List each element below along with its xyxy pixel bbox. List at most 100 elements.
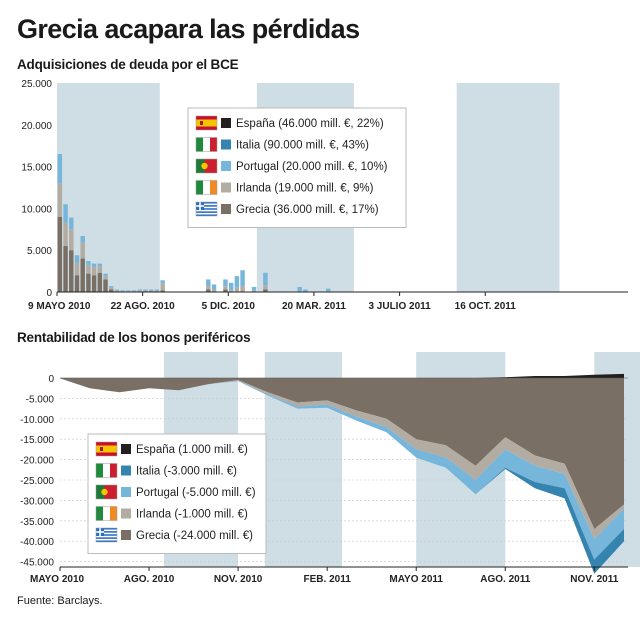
- x-tick-label: MAYO 2010: [30, 574, 85, 585]
- bar-irlanda: [206, 286, 211, 290]
- bar-irlanda: [228, 290, 234, 292]
- bar-portugal: [69, 217, 74, 230]
- y-tick-label: -30.000: [20, 496, 54, 507]
- bar-portugal: [228, 282, 234, 291]
- bar-portugal: [143, 289, 148, 291]
- y-tick-label: 5.000: [27, 246, 52, 257]
- bar-portugal: [80, 235, 85, 243]
- bar-grecia: [86, 273, 91, 292]
- flag-irlanda-icon: [195, 180, 218, 195]
- bar-irlanda: [80, 242, 85, 259]
- legend-swatch-grecia: [221, 204, 231, 214]
- legend-swatch-irlanda: [221, 182, 231, 193]
- bar-portugal: [74, 255, 80, 263]
- flag-irlanda-icon: [95, 506, 118, 521]
- legend-label-irlanda: Irlanda (19.000 mill. €, 9%): [236, 183, 374, 195]
- bar-irlanda: [137, 290, 143, 292]
- bar-portugal: [91, 263, 97, 267]
- x-tick-label: 22 AGO. 2010: [111, 301, 176, 312]
- bar-grecia: [109, 289, 114, 292]
- x-tick-label: 9 MAYO 2010: [28, 301, 91, 312]
- bar-grecia: [63, 246, 68, 292]
- y-axis-ticks: 25.000 20.000 15.000 10.000 5.000 0: [21, 79, 52, 299]
- bar-portugal: [120, 290, 125, 292]
- bar-portugal: [297, 286, 302, 292]
- bar-grecia: [57, 216, 63, 292]
- y-tick-label: -20.000: [20, 456, 54, 467]
- flag-grecia-icon: [95, 527, 118, 543]
- y-tick-label: 10.000: [21, 204, 52, 215]
- bar-portugal: [86, 261, 91, 266]
- bar-grecia: [103, 279, 108, 292]
- legend-swatch-portugal: [221, 161, 231, 171]
- source-note: Fuente: Barclays.: [17, 595, 103, 607]
- bar-portugal: [326, 288, 331, 292]
- bar-portugal: [103, 273, 108, 277]
- flag-portugal-icon: [195, 158, 218, 174]
- area-portugal: [60, 378, 624, 560]
- chart2-legend: España (1.000 mill. €) Italia (-3.000 mil…: [87, 433, 267, 554]
- y-tick-label: -40.000: [20, 537, 54, 548]
- bar-portugal: [131, 290, 137, 292]
- x-tick-label: NOV. 2011: [570, 574, 618, 585]
- bar-grecia: [160, 290, 165, 292]
- y-tick-label: -25.000: [20, 476, 54, 487]
- legend-swatch-italia: [121, 465, 131, 476]
- band-3: [456, 83, 560, 292]
- flag-portugal-icon: [95, 484, 118, 500]
- y-tick-label: 20.000: [21, 121, 52, 132]
- y-tick-label: 0: [46, 288, 52, 299]
- bar-irlanda: [160, 283, 165, 291]
- area-grecia: [60, 378, 624, 529]
- bar-portugal: [234, 276, 240, 288]
- bar-irlanda: [97, 266, 103, 273]
- x-axis-ticks: MAYO 2010 AGO. 2010 NOV. 2010 FEB. 2011 MAYO…: [30, 567, 619, 585]
- bar-irlanda: [63, 222, 68, 247]
- legend-label-espana: España (46.000 mill. €, 22%): [236, 118, 384, 130]
- bar-portugal: [154, 289, 160, 291]
- y-tick-label: 0: [48, 374, 54, 385]
- bar-irlanda: [234, 287, 240, 292]
- x-tick-label: AGO. 2011: [480, 574, 530, 585]
- bar-irlanda: [109, 287, 114, 290]
- bar-portugal: [206, 279, 211, 287]
- x-tick-label: MAYO 2011: [389, 574, 443, 585]
- x-tick-label: NOV. 2010: [214, 574, 263, 585]
- chart2-title: Rentabilidad de los bonos periféricos: [17, 330, 251, 345]
- x-tick-label: AGO. 2010: [124, 574, 175, 585]
- bar-portugal: [223, 279, 228, 287]
- page-title: Grecia acapara las pérdidas: [17, 14, 360, 44]
- bar-portugal: [137, 289, 143, 291]
- bar-irlanda: [251, 290, 257, 292]
- bar-irlanda: [91, 266, 97, 276]
- x-tick-label: 20 MAR. 2011: [282, 301, 346, 312]
- x-axis-ticks: 9 MAYO 2010 22 AGO. 2010 5 DIC. 2010 20 MAR…: [28, 292, 516, 312]
- bar-portugal: [114, 289, 120, 291]
- bar-portugal: [211, 284, 217, 290]
- bar-irlanda: [74, 262, 80, 276]
- bar-portugal: [303, 289, 308, 292]
- bar-grecia: [69, 250, 74, 292]
- bar-irlanda: [154, 290, 160, 292]
- bar-irlanda: [211, 289, 217, 292]
- legend-swatch-italia: [221, 139, 231, 150]
- bar-grecia: [80, 258, 85, 292]
- bar-irlanda: [69, 229, 74, 251]
- legend-swatch-irlanda: [121, 508, 131, 519]
- y-tick-label: -10.000: [20, 415, 54, 426]
- x-tick-label: 5 DIC. 2010: [202, 301, 256, 312]
- bar-grecia: [223, 289, 228, 292]
- yield-area-chart: 0 -5.000 -10.000 -15.000 -20.000 -25.000 -30.0…: [20, 352, 640, 585]
- y-tick-label: -15.000: [20, 435, 54, 446]
- x-tick-label: FEB. 2011: [304, 574, 352, 585]
- flag-espana-icon: [195, 115, 218, 131]
- legend-label-portugal-2: Portugal (-5.000 mill. €): [136, 487, 256, 499]
- legend-swatch-espana: [221, 118, 231, 128]
- legend-swatch-espana: [121, 444, 131, 454]
- purchases-bar-chart: 25.000 20.000 15.000 10.000 5.000 0 9 MAYO 20…: [21, 79, 628, 312]
- bar-portugal: [160, 280, 165, 284]
- x-tick-label: 16 OCT. 2011: [455, 301, 517, 312]
- bar-portugal: [97, 263, 103, 267]
- bar-irlanda: [57, 183, 63, 217]
